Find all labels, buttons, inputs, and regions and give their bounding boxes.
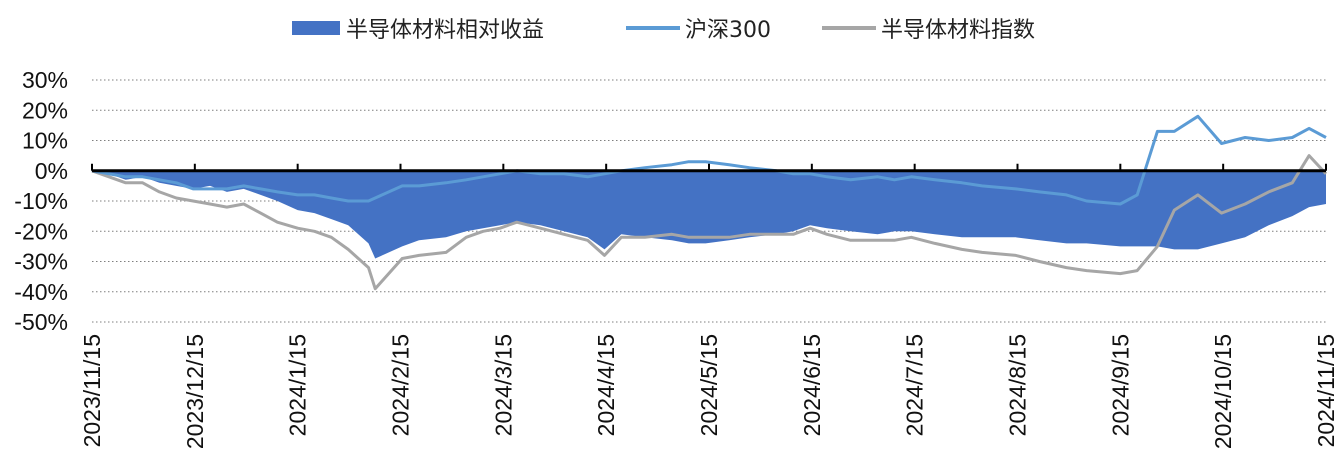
x-tick-label: 2024/10/15 <box>1210 334 1236 449</box>
y-tick-label: -10% <box>14 188 68 214</box>
x-tick-label: 2024/2/15 <box>388 334 414 436</box>
y-tick-label: -20% <box>14 218 68 244</box>
y-tick-label: 0% <box>35 158 68 184</box>
x-tick-label: 2024/1/15 <box>285 334 311 436</box>
x-tick-label: 2024/8/15 <box>1005 334 1031 436</box>
x-tick-label: 2024/4/15 <box>593 334 619 436</box>
x-tick-label: 2024/7/15 <box>902 334 928 436</box>
y-tick-label: 10% <box>22 128 68 154</box>
x-tick-label: 2024/11/15 <box>1313 334 1334 447</box>
y-tick-label: -40% <box>14 279 68 305</box>
x-tick-label: 2023/12/15 <box>182 334 208 449</box>
y-axis: 30% 20% 10% 0% -10% -20% -30% -40% -50% <box>14 67 68 335</box>
x-tick-label: 2024/5/15 <box>696 334 722 436</box>
plot-area <box>92 116 1326 288</box>
zero-axis <box>92 164 1326 171</box>
y-tick-label: -30% <box>14 249 68 275</box>
y-tick-label: -50% <box>14 309 68 335</box>
legend-label-hs300: 沪深300 <box>685 18 771 43</box>
legend-swatch-relative <box>292 21 340 35</box>
legend-label-relative: 半导体材料相对收益 <box>346 18 544 43</box>
x-tick-label: 2024/6/15 <box>799 334 825 436</box>
x-tick-label: 2024/9/15 <box>1107 334 1133 436</box>
x-tick-label: 2024/3/15 <box>490 334 516 436</box>
x-tick-label: 2023/11/15 <box>79 334 105 447</box>
y-tick-label: 30% <box>22 67 68 93</box>
legend: 半导体材料相对收益 沪深300 半导体材料指数 <box>292 18 1035 43</box>
legend-label-index: 半导体材料指数 <box>881 18 1035 43</box>
y-tick-label: 20% <box>22 97 68 123</box>
x-axis: 2023/11/15 2023/12/15 2024/1/15 2024/2/15 20… <box>79 334 1334 449</box>
